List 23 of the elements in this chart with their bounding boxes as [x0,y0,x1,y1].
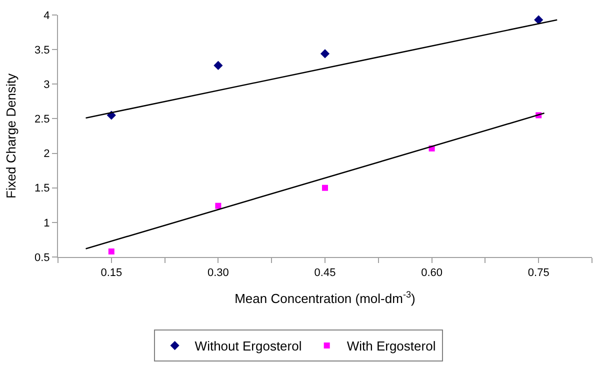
y-tick-label: 0.5 [34,252,50,264]
point [215,202,222,209]
x-tick-label: 0.30 [207,267,229,280]
y-axis-title: Fixed Charge Density [3,73,18,198]
y-tick-label: 1.5 [34,182,50,195]
legend-label: With Ergosterol [346,338,436,354]
y-tick-label: 3.5 [34,44,50,56]
point [108,248,114,254]
y-tick-label: 1 [44,217,50,230]
legend-label: Without Ergosterol [194,338,302,354]
x-axis-title: Mean Concentration (mol-dm$^{-3}$) [234,289,416,306]
y-tick-label: 3 [44,78,50,91]
y-tick-label: 2.5 [34,114,50,126]
y-tick-label: 2 [44,148,50,160]
x-tick-label: 0.75 [528,267,550,280]
point [320,49,330,58]
point [534,15,544,24]
x-tick-label: 0.60 [421,267,443,280]
x-tick-label: 0.15 [100,267,122,280]
y-tick-label: 4 [44,10,50,22]
x-tick-label: 0.45 [314,267,336,280]
point [214,60,223,70]
point [322,184,328,191]
